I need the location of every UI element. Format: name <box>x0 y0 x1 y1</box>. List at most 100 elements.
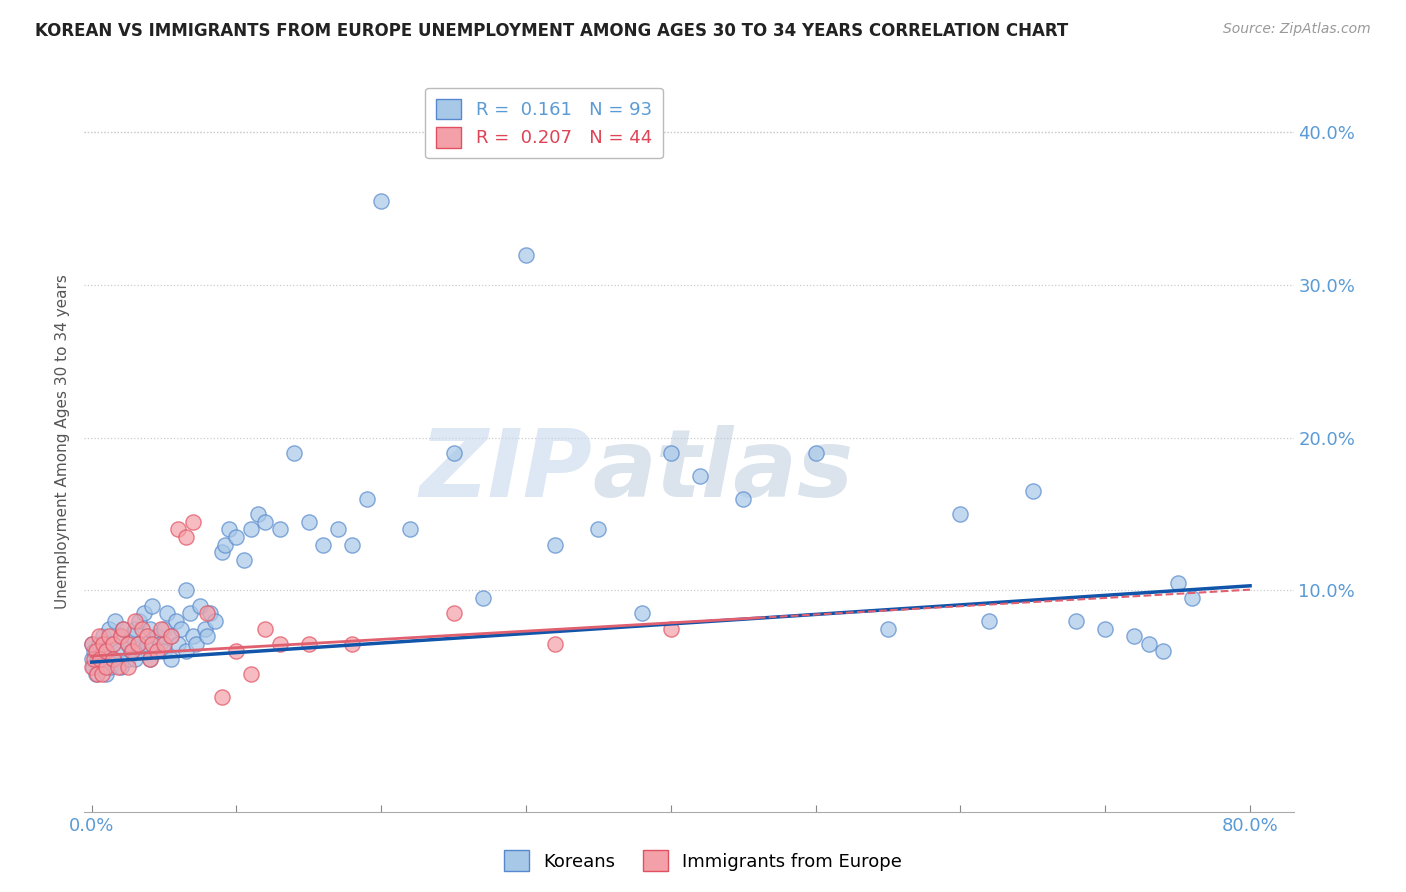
Point <box>254 515 277 529</box>
Point <box>82 659 104 673</box>
Point <box>588 522 610 536</box>
Point <box>103 637 125 651</box>
Point <box>91 637 114 651</box>
Point <box>94 644 117 658</box>
Point <box>80 637 103 651</box>
Point <box>269 522 291 536</box>
Point <box>174 644 197 658</box>
Point <box>631 607 654 621</box>
Point <box>232 553 254 567</box>
Point <box>200 607 222 621</box>
Point <box>98 629 121 643</box>
Point <box>117 637 139 651</box>
Point <box>104 614 127 628</box>
Point <box>94 667 117 681</box>
Point <box>326 522 349 536</box>
Legend: Koreans, Immigrants from Europe: Koreans, Immigrants from Europe <box>496 843 910 879</box>
Point <box>689 469 711 483</box>
Point <box>135 629 157 643</box>
Point <box>225 530 247 544</box>
Point <box>100 659 122 673</box>
Point <box>544 637 567 651</box>
Text: ZIP: ZIP <box>419 425 592 517</box>
Point <box>877 622 900 636</box>
Point <box>86 667 108 681</box>
Point <box>128 614 150 628</box>
Point <box>443 446 465 460</box>
Point <box>87 637 110 651</box>
Point <box>149 637 172 651</box>
Point <box>103 652 125 666</box>
Point <box>1181 591 1204 605</box>
Point <box>804 446 827 460</box>
Point <box>659 622 682 636</box>
Point <box>89 652 111 666</box>
Point <box>80 659 103 673</box>
Point <box>112 622 135 636</box>
Point <box>110 629 132 643</box>
Point <box>141 599 163 613</box>
Point <box>150 622 173 636</box>
Point <box>153 644 176 658</box>
Point <box>193 622 215 636</box>
Point <box>218 522 240 536</box>
Point <box>121 644 143 658</box>
Point <box>1094 622 1116 636</box>
Point <box>342 538 364 552</box>
Point <box>160 652 183 666</box>
Point <box>239 522 262 536</box>
Point <box>179 607 201 621</box>
Point <box>86 652 108 666</box>
Point <box>1022 484 1045 499</box>
Point <box>269 637 291 651</box>
Point <box>1066 614 1088 628</box>
Point <box>283 446 305 460</box>
Y-axis label: Unemployment Among Ages 30 to 34 years: Unemployment Among Ages 30 to 34 years <box>55 274 70 609</box>
Point <box>211 690 233 705</box>
Point <box>83 652 105 666</box>
Point <box>84 644 107 658</box>
Point <box>160 629 183 643</box>
Point <box>211 545 233 559</box>
Point <box>138 652 160 666</box>
Point <box>84 667 107 681</box>
Point <box>127 637 149 651</box>
Point <box>197 607 219 621</box>
Point <box>239 667 262 681</box>
Legend: R =  0.161   N = 93, R =  0.207   N = 44: R = 0.161 N = 93, R = 0.207 N = 44 <box>425 87 662 159</box>
Point <box>153 637 176 651</box>
Point <box>544 538 567 552</box>
Point <box>107 659 129 673</box>
Point <box>131 622 153 636</box>
Text: Source: ZipAtlas.com: Source: ZipAtlas.com <box>1223 22 1371 37</box>
Point <box>733 491 755 506</box>
Point <box>174 530 197 544</box>
Point <box>110 629 132 643</box>
Point <box>342 637 364 651</box>
Point <box>225 644 247 658</box>
Text: KOREAN VS IMMIGRANTS FROM EUROPE UNEMPLOYMENT AMONG AGES 30 TO 34 YEARS CORRELAT: KOREAN VS IMMIGRANTS FROM EUROPE UNEMPLO… <box>35 22 1069 40</box>
Point <box>214 538 236 552</box>
Point <box>117 637 139 651</box>
Point <box>204 614 226 628</box>
Point <box>153 622 176 636</box>
Point <box>167 637 190 651</box>
Point <box>107 644 129 658</box>
Point <box>94 644 117 658</box>
Point <box>184 637 207 651</box>
Point <box>132 607 155 621</box>
Point <box>124 622 146 636</box>
Point <box>443 607 465 621</box>
Point <box>117 652 139 666</box>
Point <box>165 614 187 628</box>
Point <box>298 637 321 651</box>
Point <box>87 629 110 643</box>
Point <box>298 515 321 529</box>
Point <box>141 637 163 651</box>
Point <box>370 194 392 208</box>
Point <box>471 591 494 605</box>
Point <box>80 637 103 651</box>
Point <box>124 652 146 666</box>
Point <box>120 644 142 658</box>
Point <box>1152 644 1174 658</box>
